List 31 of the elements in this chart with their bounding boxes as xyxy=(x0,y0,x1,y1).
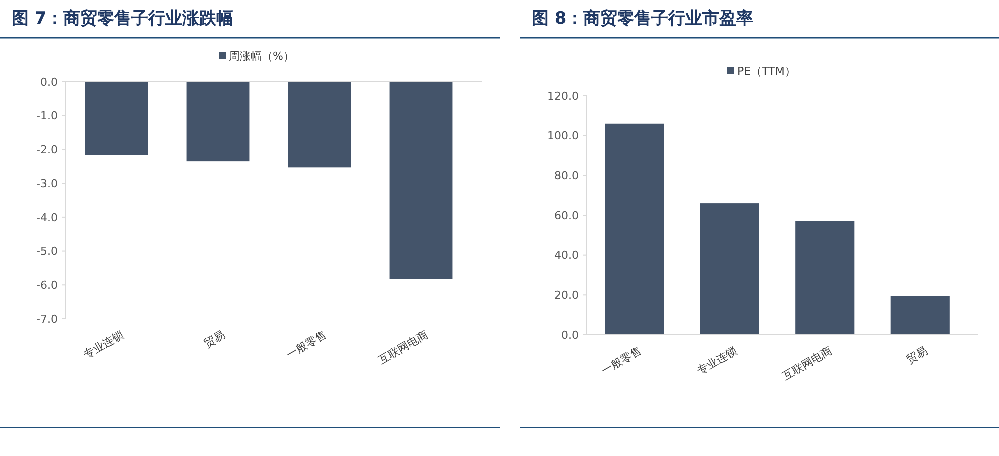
x-tick-label: 一般零售 xyxy=(284,328,330,362)
x-tick-label: 互联网电商 xyxy=(780,344,835,384)
x-tick-label: 专业连锁 xyxy=(82,328,126,362)
x-tick-label: 贸易 xyxy=(904,344,930,367)
bar xyxy=(796,221,855,335)
chart-title: 图 8：商贸零售子行业市盈率 xyxy=(532,9,754,29)
y-tick-label: 120.0 xyxy=(548,90,579,103)
y-tick-label: -6.0 xyxy=(36,278,58,292)
y-tick-label: -4.0 xyxy=(36,211,58,224)
y-tick-label: -5.0 xyxy=(36,245,58,258)
chart-title: 图 7：商贸零售子行业涨跌幅 xyxy=(12,9,234,29)
y-tick-label: -1.0 xyxy=(36,110,58,123)
y-tick-label: 100.0 xyxy=(548,130,579,143)
bar xyxy=(890,296,950,335)
x-tick-label: 一般零售 xyxy=(600,344,644,378)
x-tick-label: 互联网电商 xyxy=(376,328,431,368)
bar xyxy=(700,204,760,335)
y-tick-label: 80.0 xyxy=(554,170,579,183)
x-tick-label: 专业连锁 xyxy=(694,344,740,378)
y-tick-label: 40.0 xyxy=(554,249,579,262)
y-tick-label: -7.0 xyxy=(36,312,58,326)
legend-label: PE（TTM） xyxy=(738,64,796,78)
y-tick-label: -2.0 xyxy=(36,144,58,157)
x-tick-label: 贸易 xyxy=(202,328,228,351)
legend-label: 周涨幅（%） xyxy=(229,50,294,63)
y-tick-label: -3.0 xyxy=(36,177,58,190)
y-tick-label: 0.0 xyxy=(40,76,58,89)
y-tick-label: 60.0 xyxy=(554,209,579,222)
y-tick-label: 0.0 xyxy=(562,328,579,342)
y-tick-label: 20.0 xyxy=(554,289,579,302)
bar xyxy=(605,124,664,335)
